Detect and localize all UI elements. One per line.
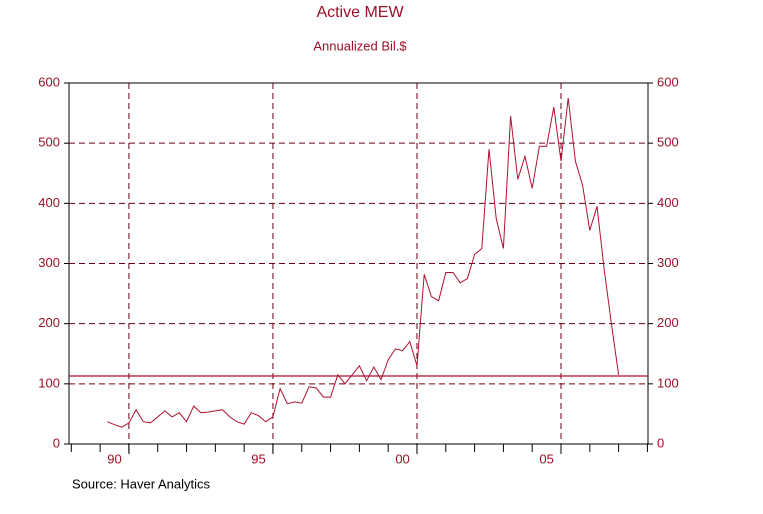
x-tick-label: 90	[107, 451, 121, 466]
y2-tick-label: 300	[657, 255, 679, 270]
y-tick-label: 100	[38, 375, 60, 390]
y-tick-label: 400	[38, 195, 60, 210]
y2-tick-label: 0	[657, 435, 664, 450]
chart-title: Active MEW	[316, 4, 404, 21]
y-tick-label: 500	[38, 135, 60, 150]
chart-subtitle: Annualized Bil.$	[313, 38, 407, 53]
y2-tick-label: 100	[657, 375, 679, 390]
y-tick-label: 600	[38, 74, 60, 89]
series-line	[107, 97, 620, 428]
y-tick-label: 200	[38, 315, 60, 330]
x-tick-label: 95	[251, 451, 265, 466]
y2-tick-label: 600	[657, 74, 679, 89]
x-tick-label: 00	[395, 451, 409, 466]
source: Source: Haver Analytics	[72, 476, 211, 491]
y-tick-label: 300	[38, 255, 60, 270]
x-tick-label: 05	[539, 451, 553, 466]
y2-tick-label: 200	[657, 315, 679, 330]
y2-tick-label: 500	[657, 135, 679, 150]
y-tick-label: 0	[53, 435, 60, 450]
y2-tick-label: 400	[657, 195, 679, 210]
